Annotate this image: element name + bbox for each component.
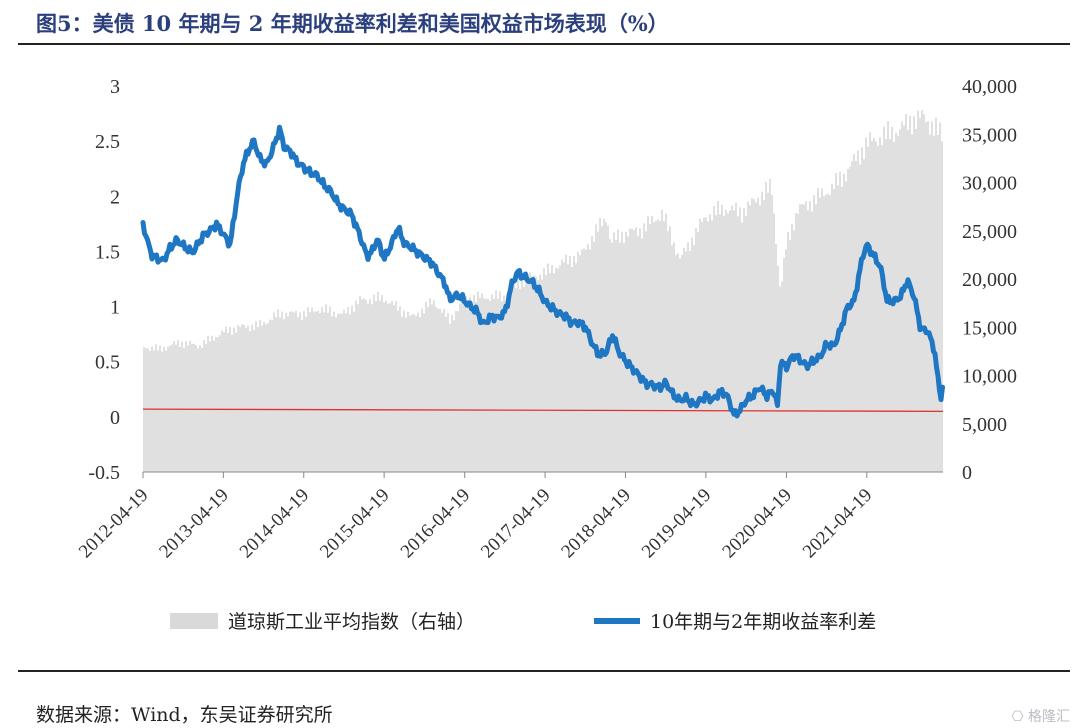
right-axis-tick-label: 10,000	[962, 366, 1017, 388]
right-axis-tick-label: 30,000	[962, 173, 1017, 195]
x-axis-tick-label: 2015-04-19	[316, 485, 394, 563]
legend-swatch-dow	[170, 613, 218, 629]
right-axis-tick-label: 5,000	[962, 414, 1007, 436]
left-axis-tick-label: 1	[110, 297, 120, 319]
source-note: 数据来源：Wind，东吴证券研究所	[36, 704, 333, 726]
x-axis-tick-label: 2017-04-19	[477, 485, 555, 563]
x-axis-tick-label: 2013-04-19	[155, 485, 233, 563]
x-axis-tick-label: 2014-04-19	[236, 485, 314, 563]
x-axis-tick-label: 2016-04-19	[397, 485, 475, 563]
left-axis-tick-label: 3	[110, 76, 120, 98]
dow-area-series	[143, 110, 943, 472]
x-axis-tick-label: 2021-04-19	[799, 485, 877, 563]
page-title: 图5：美债 10 年期与 2 年期收益率利差和美国权益市场表现（%）	[36, 11, 669, 36]
left-axis-tick-label: 0	[110, 407, 120, 429]
right-axis-tick-label: 35,000	[962, 124, 1017, 146]
left-axis-tick-label: 2.5	[95, 131, 120, 153]
zero-line-layer	[142, 408, 944, 412]
spread-line	[140, 124, 945, 419]
x-axis-tick-label: 2019-04-19	[638, 485, 716, 563]
watermark-text: 格隆汇	[1028, 709, 1070, 725]
footer-divider	[18, 670, 1070, 672]
legend: 道琼斯工业平均指数（右轴） 10年期与2年期收益率利差	[170, 611, 876, 633]
x-axis-tick-label: 2020-04-19	[718, 485, 796, 563]
spread-line-series	[140, 124, 945, 419]
left-axis-tick-label: 2	[110, 186, 120, 208]
right-axis-tick-label: 40,000	[962, 76, 1017, 98]
x-axis-tick-label: 2012-04-19	[75, 485, 153, 563]
left-axis-tick-label: 1.5	[95, 241, 120, 263]
left-axis-tick-label: -0.5	[88, 462, 120, 484]
left-axis-tick-label: 0.5	[95, 352, 120, 374]
glh-logo-icon: ⎔	[1011, 709, 1024, 725]
chart: -0.5 0 0.5 1 1.5 2 2.5 3 0 5,000 10,000 15,000 20,00…	[75, 76, 1017, 633]
right-axis-tick-label: 25,000	[962, 221, 1017, 243]
right-axis-tick-label: 0	[962, 462, 972, 484]
right-axis-tick-label: 15,000	[962, 317, 1017, 339]
legend-label-dow: 道琼斯工业平均指数（右轴）	[228, 611, 475, 633]
x-axis-tick-label: 2018-04-19	[557, 485, 635, 563]
right-axis-tick-label: 20,000	[962, 269, 1017, 291]
watermark: ⎔ 格隆汇	[1011, 706, 1070, 726]
legend-label-spread: 10年期与2年期收益率利差	[650, 611, 876, 633]
zero-line	[142, 408, 944, 412]
title-divider	[18, 43, 1070, 45]
